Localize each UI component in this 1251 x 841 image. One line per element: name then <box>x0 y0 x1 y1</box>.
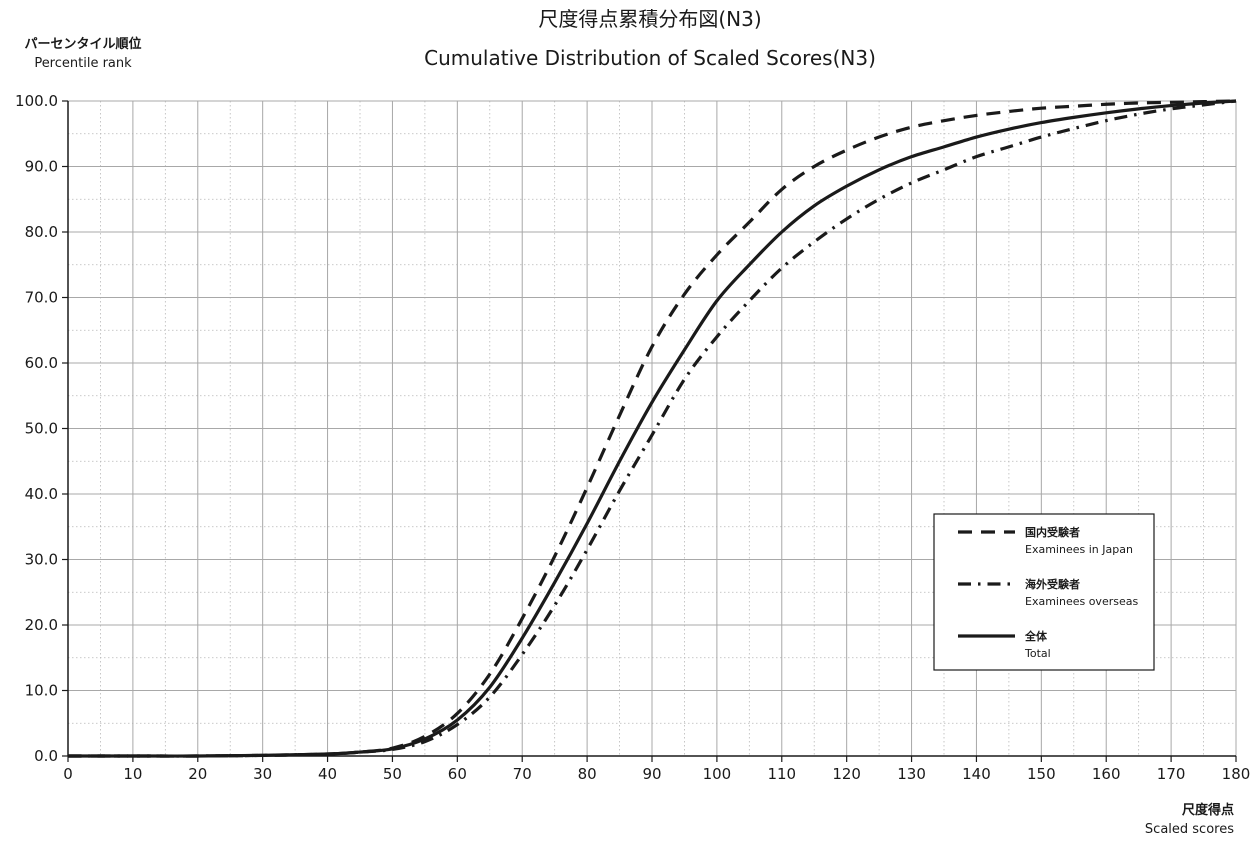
x-tick-label: 150 <box>1027 765 1056 783</box>
grid <box>67 100 1237 757</box>
x-tick-label: 180 <box>1222 765 1251 783</box>
y-tick-label: 60.0 <box>25 354 58 372</box>
x-tick-label: 120 <box>832 765 861 783</box>
x-tick-label: 80 <box>578 765 597 783</box>
x-tick-label: 30 <box>253 765 272 783</box>
x-tick-label: 40 <box>318 765 337 783</box>
y-tick-labels: 0.0 10.0 20.0 30.0 40.0 50.0 60.0 70.0 80.0 90.0 1… <box>15 92 58 765</box>
x-tick-label: 170 <box>1157 765 1186 783</box>
y-tick-label: 70.0 <box>25 289 58 307</box>
y-tick-label: 100.0 <box>15 92 58 110</box>
x-tick-label: 60 <box>448 765 467 783</box>
y-tick-label: 50.0 <box>25 420 58 438</box>
chart-subtitle: Cumulative Distribution of Scaled Scores… <box>424 46 876 70</box>
series-line-1 <box>67 99 1237 758</box>
series-lines <box>67 99 1237 758</box>
y-tick-label: 80.0 <box>25 223 58 241</box>
x-axis-label-en: Scaled scores <box>1145 822 1234 837</box>
series-line-0 <box>67 99 1237 758</box>
y-tick-label: 90.0 <box>25 158 58 176</box>
x-tick-label: 20 <box>188 765 207 783</box>
legend-label-en-1: Examinees overseas <box>1025 595 1138 608</box>
x-tick-label: 70 <box>513 765 532 783</box>
y-axis-label-en: Percentile rank <box>34 56 132 71</box>
x-tick-label: 0 <box>63 765 73 783</box>
x-tick-label: 50 <box>383 765 402 783</box>
y-tick-label: 20.0 <box>25 616 58 634</box>
x-tick-label: 160 <box>1092 765 1121 783</box>
series-line-2 <box>67 99 1237 758</box>
y-tick-label: 30.0 <box>25 551 58 569</box>
x-tick-label: 110 <box>767 765 796 783</box>
x-tick-label: 100 <box>703 765 732 783</box>
x-tick-label: 10 <box>123 765 142 783</box>
x-tick-label: 140 <box>962 765 991 783</box>
y-tick-label: 0.0 <box>34 747 58 765</box>
legend-label-0: 国内受験者 <box>1025 525 1080 539</box>
legend-label-1: 海外受験者 <box>1025 577 1080 591</box>
x-tick-label: 130 <box>897 765 926 783</box>
x-tick-labels: 0 10 20 30 40 50 60 70 80 90 100 110 120 130 140 150 160… <box>63 765 1250 783</box>
y-tick-label: 40.0 <box>25 485 58 503</box>
y-tick-label: 10.0 <box>25 682 58 700</box>
x-axis-label-jp: 尺度得点 <box>1182 802 1234 818</box>
legend-box <box>933 513 1155 671</box>
x-tick-label: 90 <box>642 765 661 783</box>
legend-label-en-2: Total <box>1024 647 1051 660</box>
legend-label-en-0: Examinees in Japan <box>1025 543 1133 556</box>
legend: 国内受験者 Examinees in Japan 海外受験者 Examinees ov… <box>933 513 1155 671</box>
y-axis-label-jp: パーセンタイル順位 <box>24 36 141 52</box>
chart-title: 尺度得点累積分布図(N3) <box>538 7 761 31</box>
legend-label-2: 全体 <box>1024 629 1048 643</box>
